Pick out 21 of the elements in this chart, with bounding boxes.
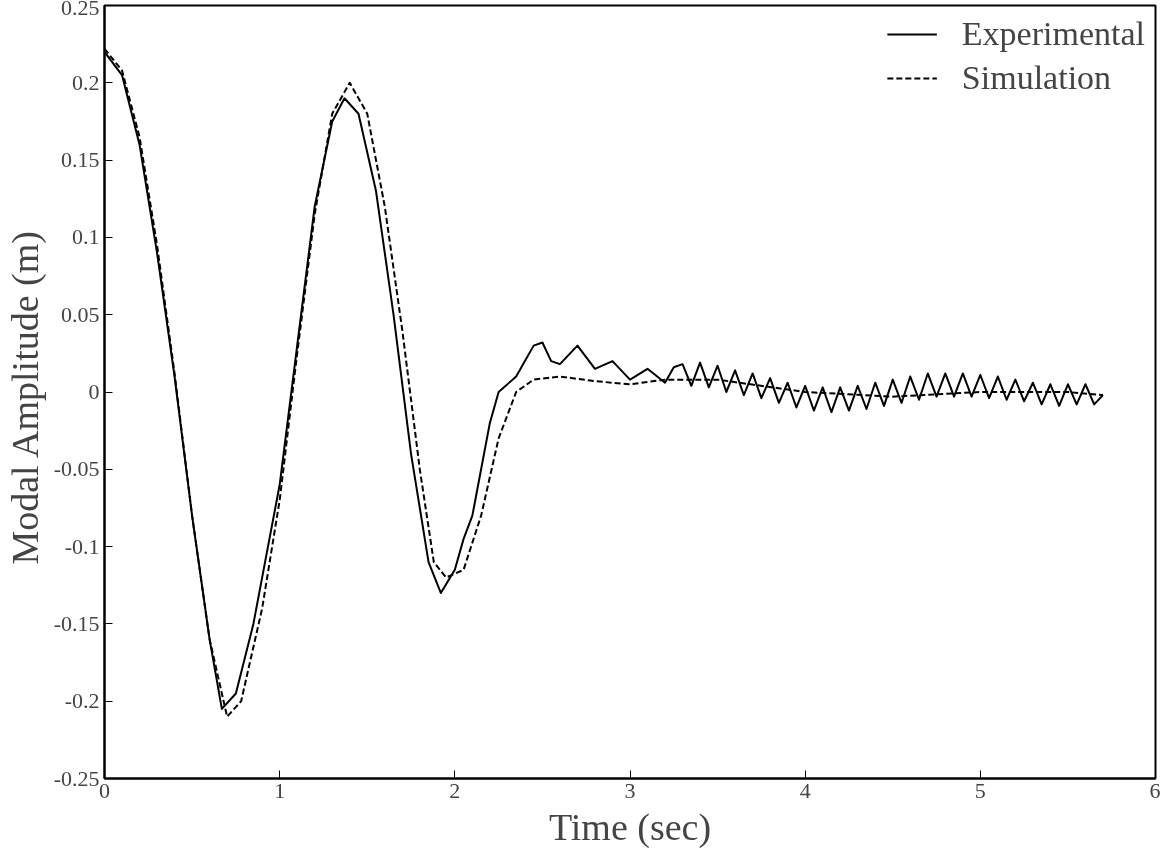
x-tick-label: 1 <box>274 777 286 803</box>
x-tick-label: 5 <box>974 777 986 803</box>
x-tick-label: 3 <box>624 777 636 803</box>
y-tick-label: 0 <box>88 379 100 404</box>
x-tick-label: 2 <box>449 777 461 803</box>
y-axis-title: Modal Amplitude (m) <box>3 231 47 565</box>
x-tick-label: 4 <box>799 777 811 803</box>
x-tick-label: 6 <box>1149 777 1161 803</box>
y-tick-label: 0.25 <box>61 0 100 20</box>
y-tick-label: 0.2 <box>72 69 100 95</box>
y-tick-label: -0.25 <box>53 765 100 791</box>
y-tick-label: 0.05 <box>61 301 100 327</box>
y-tick-label: 0.1 <box>72 224 100 250</box>
x-axis-title: Time (sec) <box>548 805 712 849</box>
y-tick-label: -0.2 <box>64 688 100 714</box>
legend-label: Simulation <box>961 59 1112 97</box>
legend-label: Experimental <box>961 15 1145 53</box>
y-tick-label: -0.15 <box>53 610 100 636</box>
y-tick-label: -0.1 <box>64 533 100 559</box>
y-tick-label: 0.15 <box>61 147 100 173</box>
y-tick-label: -0.05 <box>53 456 100 482</box>
